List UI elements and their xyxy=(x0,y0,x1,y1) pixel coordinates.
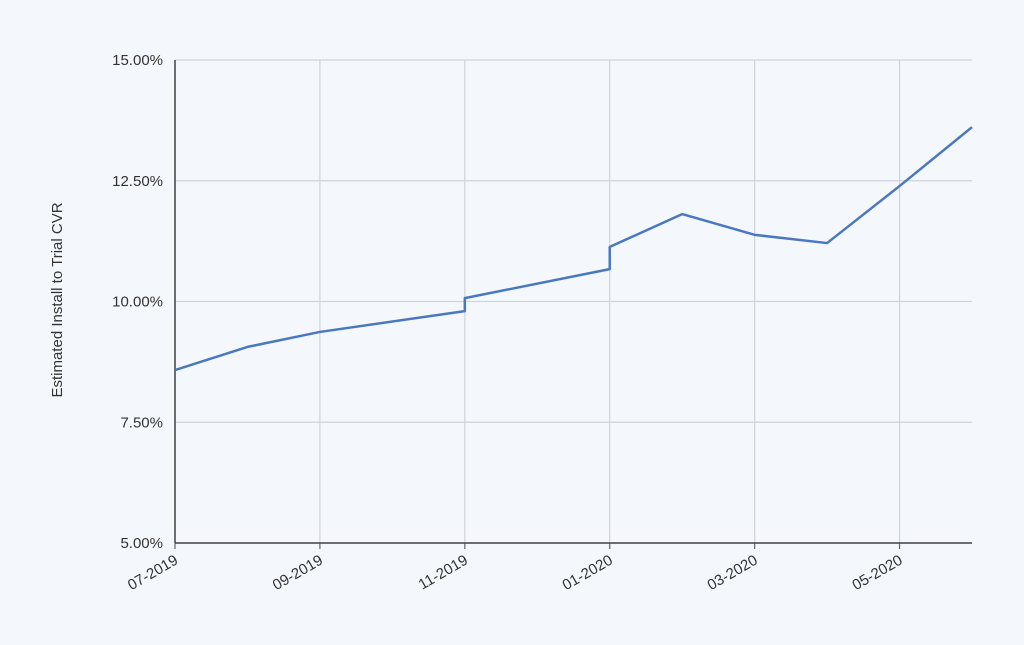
x-tick-label: 11-2019 xyxy=(416,552,471,594)
x-tick-label: 09-2019 xyxy=(270,552,326,594)
y-axis-label: Estimated Install to Trial CVR xyxy=(49,202,66,397)
y-tick-label: 5.00% xyxy=(120,535,163,552)
y-tick-label: 10.00% xyxy=(112,294,163,311)
x-tick-label: 03-2020 xyxy=(704,552,760,594)
data-line xyxy=(174,126,973,372)
x-tick-label: 05-2020 xyxy=(849,552,905,594)
y-tick-label: 7.50% xyxy=(120,414,163,431)
x-tick-label: 07-2019 xyxy=(125,552,181,594)
y-tick-label: 15.00% xyxy=(112,52,163,69)
x-tick-label: 01-2020 xyxy=(560,552,616,594)
y-tick-label: 12.50% xyxy=(112,173,163,190)
